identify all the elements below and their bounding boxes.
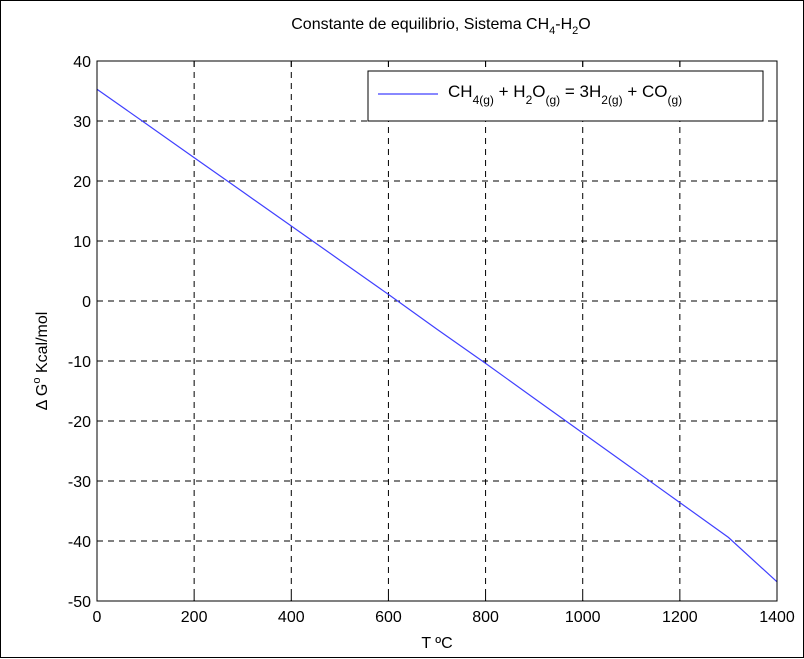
plot-area: [96, 60, 778, 602]
chart-title: Constante de equilibrio, Sistema CH4-H2O: [291, 16, 591, 37]
x-tick-label: 600: [375, 609, 402, 626]
x-tick-label: 1000: [565, 609, 601, 626]
y-tick-label: -50: [68, 594, 91, 611]
title-suffix: O: [578, 16, 590, 33]
legend-text-part: O: [532, 82, 545, 101]
y-label-main: Δ G: [34, 384, 51, 411]
y-tick-label: 20: [73, 174, 91, 191]
series-line: [96, 88, 778, 583]
y-label-sup: o: [31, 377, 43, 383]
title-mid: -H: [555, 16, 572, 33]
y-tick-label: 40: [73, 54, 91, 71]
title-sub1: 4: [549, 25, 555, 37]
title-prefix: Constante de equilibrio, Sistema CH: [291, 16, 549, 33]
legend-entry: CH4(g) + H2O(g) = 3H2(g) + CO(g): [448, 82, 682, 107]
y-tick-label: -40: [68, 534, 91, 551]
y-tick-label: -20: [68, 414, 91, 431]
legend-text-part: (g): [667, 93, 682, 107]
series-layer: [96, 88, 778, 583]
y-tick-label: 30: [73, 114, 91, 131]
title-sub2: 2: [572, 25, 578, 37]
legend-box: [367, 70, 764, 122]
y-axis-label: Δ Go Kcal/mol: [31, 312, 51, 411]
x-tick-label: 200: [181, 609, 208, 626]
x-tick-label: 1200: [662, 609, 698, 626]
legend-text-part: CH: [448, 82, 473, 101]
y-label-rest: Kcal/mol: [34, 312, 51, 378]
x-tick-label: 400: [278, 609, 305, 626]
x-tick-label: 1400: [759, 609, 795, 626]
y-tick-label: 10: [73, 234, 91, 251]
legend-text-part: + CO: [623, 82, 668, 101]
grid: [97, 61, 777, 601]
x-axis-label: T ºC: [421, 635, 452, 652]
y-tick-label: -30: [68, 474, 91, 491]
legend: CH4(g) + H2O(g) = 3H2(g) + CO(g): [367, 70, 764, 122]
legend-text-part: (g): [545, 93, 560, 107]
legend-text-part: = 3H: [560, 82, 601, 101]
x-tick-label: 0: [93, 609, 102, 626]
x-tick-label: 800: [472, 609, 499, 626]
legend-text-part: 2(g): [601, 93, 622, 107]
legend-text-part: 2: [526, 93, 533, 107]
y-axis-ticks: -50 -40 -30 -20 -10 0 10 20 30 40: [68, 54, 777, 611]
legend-text-part: 4(g): [473, 93, 494, 107]
y-tick-label: 0: [82, 294, 91, 311]
x-axis-ticks: 0 200 400 600 800 1000 1200 1400: [93, 61, 795, 626]
y-tick-label: -10: [68, 354, 91, 371]
legend-text-part: + H: [494, 82, 526, 101]
